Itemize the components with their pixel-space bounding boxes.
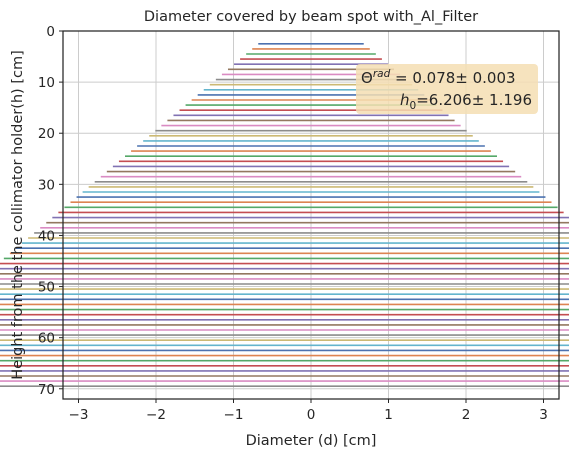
x-tick-label: 2 <box>462 407 471 423</box>
y-tick-label: 20 <box>38 126 55 142</box>
x-tick-label: −3 <box>69 407 89 423</box>
x-tick-label: 0 <box>307 407 316 423</box>
y-axis-label: Height from the the collimator holder(h)… <box>10 50 26 379</box>
y-tick-label: 50 <box>38 280 55 296</box>
y-axis-ticks: 0 10 20 30 40 50 60 70 <box>38 24 63 398</box>
h0-value: =6.206± 1.196 <box>416 91 532 109</box>
y-tick-label: 60 <box>38 331 55 347</box>
fit-annotation: Θrad = 0.078± 0.003 h0=6.206± 1.196 <box>356 64 538 114</box>
x-tick-label: 3 <box>539 407 548 423</box>
x-tick-label: −2 <box>146 407 166 423</box>
h0-subscript: 0 <box>410 100 417 112</box>
y-tick-label: 0 <box>46 24 55 40</box>
y-tick-label: 70 <box>38 382 55 398</box>
theta-symbol: Θ <box>361 69 373 87</box>
y-tick-label: 40 <box>38 228 55 244</box>
h0-annotation: h0=6.206± 1.196 <box>400 91 532 112</box>
x-tick-label: 1 <box>384 407 393 423</box>
theta-annotation: Θrad = 0.078± 0.003 <box>361 68 516 87</box>
x-tick-label: −1 <box>224 407 244 423</box>
theta-superscript: rad <box>373 68 391 80</box>
h0-symbol: h <box>400 91 410 109</box>
y-tick-label: 10 <box>38 75 55 91</box>
chart-title: Diameter covered by beam spot with_Al_Fi… <box>144 9 478 25</box>
x-axis-ticks: −3 −2 −1 0 1 2 3 <box>69 399 548 423</box>
theta-value: = 0.078± 0.003 <box>390 69 515 87</box>
y-tick-label: 30 <box>38 177 55 193</box>
annotation-box <box>356 64 538 114</box>
x-axis-label: Diameter (d) [cm] <box>246 433 377 449</box>
